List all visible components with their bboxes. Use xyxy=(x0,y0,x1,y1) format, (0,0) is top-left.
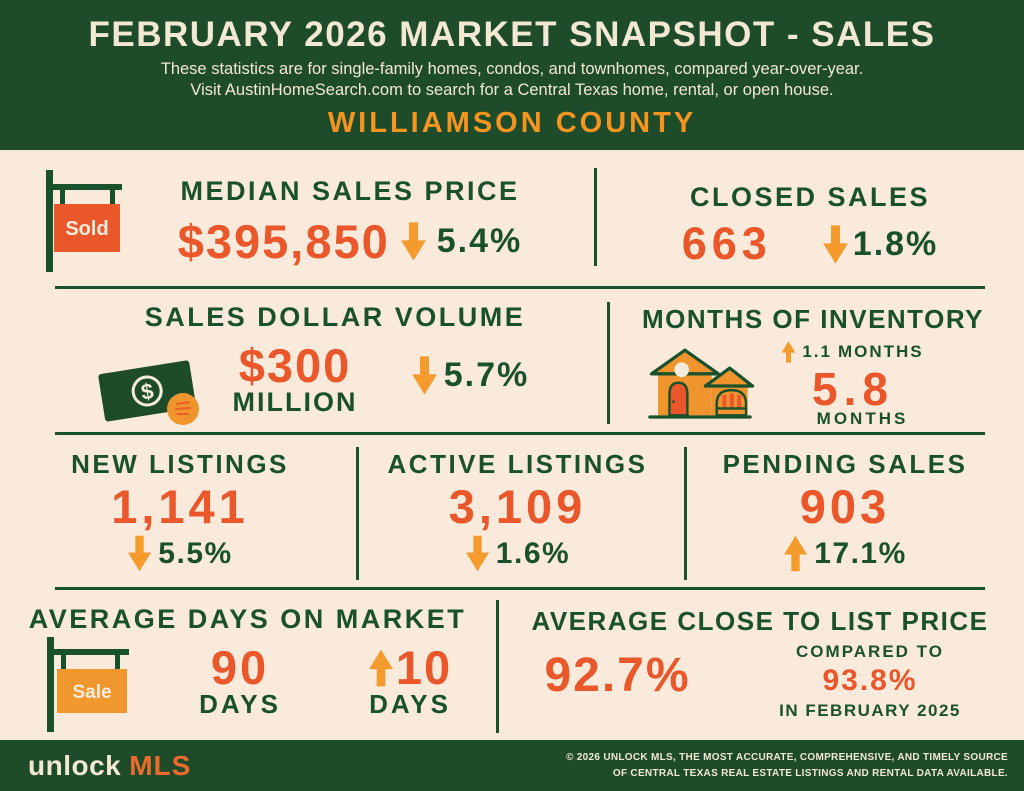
down-arrow-icon xyxy=(465,535,489,572)
horizontal-divider xyxy=(55,286,985,289)
logo-mls-text: MLS xyxy=(129,749,192,781)
compared-to-label: COMPARED TO xyxy=(796,642,944,661)
active-listings-label: ACTIVE LISTINGS xyxy=(387,449,648,479)
pending-sales-value: 903 xyxy=(799,480,891,533)
new-listings-value: 1,141 xyxy=(111,480,249,533)
copyright-line-1: © 2026 UNLOCK MLS, THE MOST ACCURATE, CO… xyxy=(566,751,1008,763)
sales-dollar-volume-change: 5.7% xyxy=(443,355,530,394)
median-sales-price-change: 5.4% xyxy=(436,221,523,260)
inventory-unit: MONTHS xyxy=(816,409,909,428)
subtitle-line-1: These statistics are for single-family h… xyxy=(160,60,864,78)
down-arrow-icon xyxy=(411,355,437,395)
row-listings: NEW LISTINGS 1,141 5.5% ACTIVE LISTINGS … xyxy=(0,435,1024,587)
copyright-line-2: OF CENTRAL TEXAS REAL ESTATE LISTINGS AN… xyxy=(612,767,1008,779)
vertical-divider xyxy=(607,302,610,424)
sale-sign-label: Sale xyxy=(72,682,111,703)
close-to-list-value: 92.7% xyxy=(544,649,691,702)
vertical-divider xyxy=(496,600,499,733)
footer: unlock MLS © 2026 UNLOCK MLS, THE MOST AC… xyxy=(0,740,1024,791)
days-on-market-change: 10 xyxy=(395,641,453,694)
compared-to-period: IN FEBRUARY 2025 xyxy=(779,701,961,720)
county-title: WILLIAMSON COUNTY xyxy=(327,107,697,139)
up-arrow-icon xyxy=(784,535,808,572)
down-arrow-icon xyxy=(400,221,426,261)
active-listings-change: 1.6% xyxy=(495,536,571,570)
down-arrow-icon xyxy=(128,535,152,572)
copyright-text: © 2026 UNLOCK MLS, THE MOST ACCURATE, CO… xyxy=(566,750,1008,782)
house-icon xyxy=(648,348,755,419)
months-of-inventory-label: MONTHS OF INVENTORY xyxy=(642,304,984,334)
sales-dollar-volume-unit: MILLION xyxy=(232,387,358,417)
vertical-divider xyxy=(594,168,597,266)
new-listings-change: 5.5% xyxy=(158,536,233,570)
active-listings-value: 3,109 xyxy=(448,480,587,533)
sold-sign-label: Sold xyxy=(65,218,108,240)
average-close-to-list-label: AVERAGE CLOSE TO LIST PRICE xyxy=(531,606,989,636)
closed-sales-label: CLOSED SALES xyxy=(689,182,931,212)
days-on-market-change-unit: DAYS xyxy=(369,689,451,719)
header: FEBRUARY 2026 MARKET SNAPSHOT - SALES Th… xyxy=(0,0,1024,150)
inventory-change-unit: MONTHS xyxy=(837,342,924,361)
unlock-mls-logo: unlock MLS xyxy=(28,750,191,782)
vertical-divider xyxy=(356,447,359,580)
horizontal-divider xyxy=(55,587,985,590)
median-sales-price-label: MEDIAN SALES PRICE xyxy=(180,176,520,206)
down-arrow-icon xyxy=(822,224,848,264)
sales-dollar-volume-value: $300 xyxy=(238,339,352,392)
pending-sales-label: PENDING SALES xyxy=(722,449,968,479)
vertical-divider xyxy=(684,447,687,580)
dollar-symbol: $ xyxy=(139,378,155,405)
subtitle-line-2: Visit AustinHomeSearch.com to search for… xyxy=(190,81,834,99)
horizontal-divider xyxy=(55,432,985,435)
row-median-closed: Sold MEDIAN SALES PRICE $395,850 5.4% CL… xyxy=(0,150,1024,287)
page-title: FEBRUARY 2026 MARKET SNAPSHOT - SALES xyxy=(88,15,936,54)
pending-sales-change: 17.1% xyxy=(814,536,907,570)
median-sales-price-value: $395,850 xyxy=(177,214,390,268)
inventory-value: 5.8 xyxy=(812,363,894,415)
sold-sign-icon: Sold xyxy=(46,170,122,272)
days-on-market-value: 90 xyxy=(210,641,270,694)
new-listings-label: NEW LISTINGS xyxy=(71,449,289,479)
row-volume-inventory: $ SALES DOLLAR VOLUME $300 MILLION 5.7% … xyxy=(0,290,1024,432)
row-days-closetolist: AVERAGE DAYS ON MARKET Sale 90 DAYS 10 D… xyxy=(0,590,1024,740)
inventory-change-value: 1.1 xyxy=(802,342,832,361)
days-on-market-value-unit: DAYS xyxy=(199,689,281,719)
sales-dollar-volume-label: SALES DOLLAR VOLUME xyxy=(144,302,526,332)
closed-sales-value: 663 xyxy=(681,218,772,269)
logo-unlock-text: unlock xyxy=(28,749,122,781)
sale-sign-icon: Sale xyxy=(47,637,129,732)
up-arrow-icon xyxy=(368,649,393,686)
average-days-on-market-label: AVERAGE DAYS ON MARKET xyxy=(28,604,467,634)
compared-to-value: 93.8% xyxy=(822,664,918,697)
dollar-bill-icon: $ xyxy=(98,360,199,425)
closed-sales-change: 1.8% xyxy=(852,224,939,263)
up-arrow-icon xyxy=(781,341,796,363)
